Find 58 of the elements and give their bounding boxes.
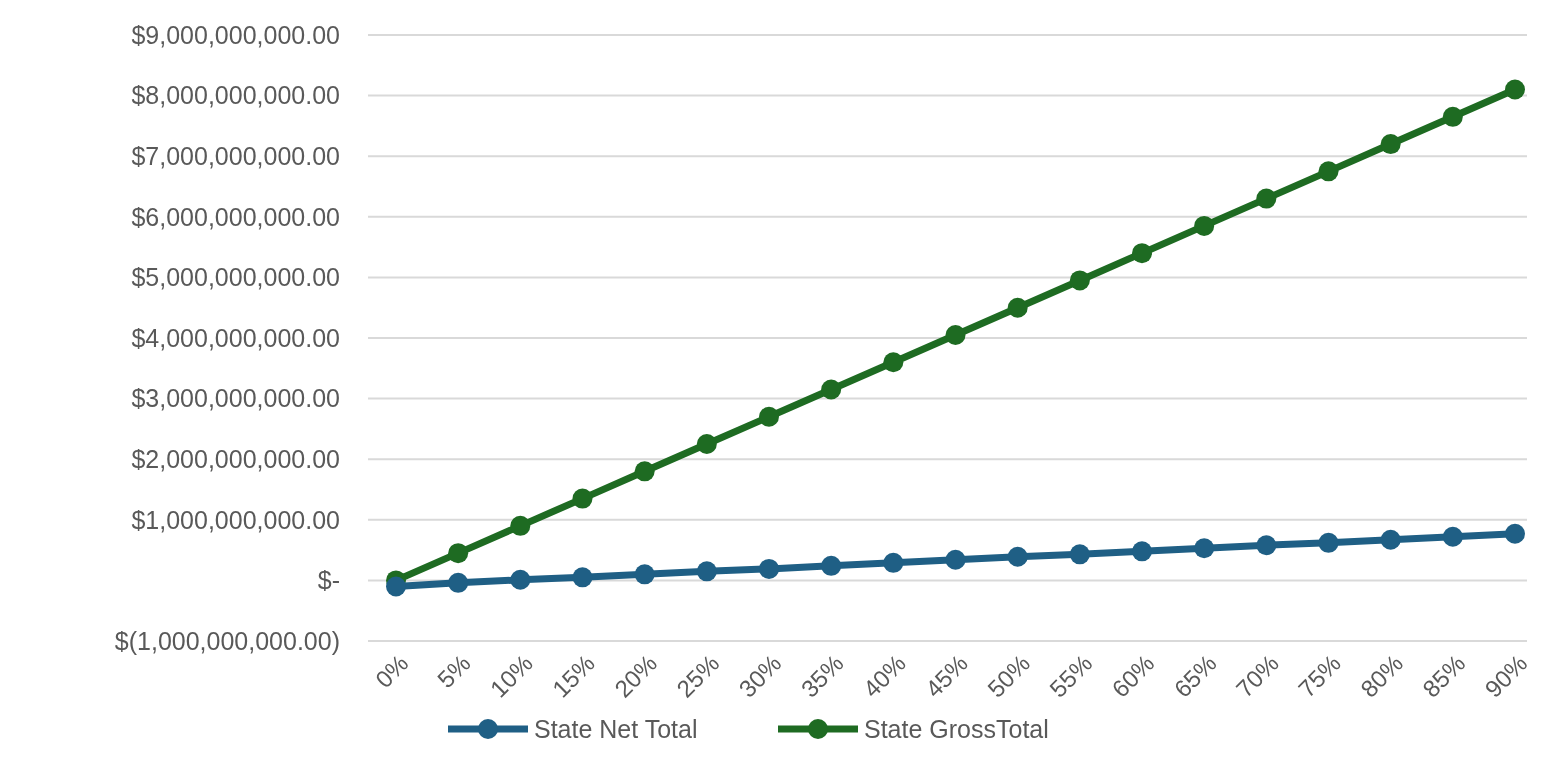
point bbox=[1505, 523, 1525, 544]
point bbox=[883, 352, 904, 373]
point bbox=[821, 555, 842, 576]
point bbox=[1194, 215, 1215, 236]
point bbox=[1069, 544, 1090, 565]
point bbox=[1380, 134, 1401, 155]
x-tick-label: 70% bbox=[1230, 649, 1284, 703]
point bbox=[572, 488, 593, 509]
y-tick-label: $5,000,000,000.00 bbox=[131, 263, 340, 292]
point bbox=[634, 461, 655, 482]
y-tick-label: $6,000,000,000.00 bbox=[131, 202, 340, 231]
x-tick-label: 60% bbox=[1106, 649, 1160, 703]
x-tick-label: 65% bbox=[1168, 649, 1222, 703]
point bbox=[1069, 270, 1090, 291]
y-tick-label: $3,000,000,000.00 bbox=[131, 384, 340, 413]
point bbox=[1132, 541, 1152, 562]
point bbox=[510, 569, 531, 590]
point bbox=[821, 379, 842, 400]
point bbox=[1007, 297, 1028, 318]
y-tick-label: $- bbox=[317, 566, 340, 595]
point bbox=[448, 572, 469, 593]
point bbox=[883, 552, 904, 573]
x-tick-label: 0% bbox=[369, 649, 414, 693]
point bbox=[696, 561, 717, 582]
point bbox=[1318, 161, 1339, 182]
point bbox=[945, 324, 966, 345]
point bbox=[1505, 79, 1525, 100]
point bbox=[1256, 188, 1277, 209]
y-tick-label: $2,000,000,000.00 bbox=[131, 444, 340, 473]
point bbox=[759, 558, 779, 579]
point bbox=[1132, 243, 1152, 264]
point bbox=[448, 543, 469, 564]
x-tick-label: 40% bbox=[857, 649, 911, 703]
point bbox=[696, 434, 717, 455]
y-tick-label: $4,000,000,000.00 bbox=[131, 323, 340, 352]
point bbox=[1007, 546, 1028, 567]
point bbox=[1380, 529, 1401, 550]
point bbox=[572, 567, 593, 588]
y-tick-label: $1,000,000,000.00 bbox=[131, 505, 340, 534]
legend-label: State Net Total bbox=[534, 714, 698, 743]
point bbox=[759, 406, 779, 427]
point bbox=[945, 549, 966, 570]
point bbox=[510, 515, 531, 536]
point bbox=[1442, 526, 1463, 547]
point bbox=[634, 564, 655, 585]
point bbox=[1318, 532, 1339, 553]
point bbox=[1256, 535, 1277, 556]
y-tick-label: $8,000,000,000.00 bbox=[131, 81, 340, 110]
x-tick-label: 5% bbox=[432, 649, 476, 693]
point bbox=[386, 576, 406, 597]
x-tick-label: 45% bbox=[919, 649, 973, 703]
y-tick-label: $7,000,000,000.00 bbox=[131, 141, 340, 170]
legend-label: State GrossTotal bbox=[864, 714, 1049, 743]
x-tick-label: 75% bbox=[1292, 649, 1346, 703]
point bbox=[1442, 106, 1463, 127]
y-tick-label: $9,000,000,000.00 bbox=[131, 20, 340, 49]
y-tick-label: $(1,000,000,000.00) bbox=[114, 626, 340, 655]
point bbox=[1194, 538, 1215, 559]
